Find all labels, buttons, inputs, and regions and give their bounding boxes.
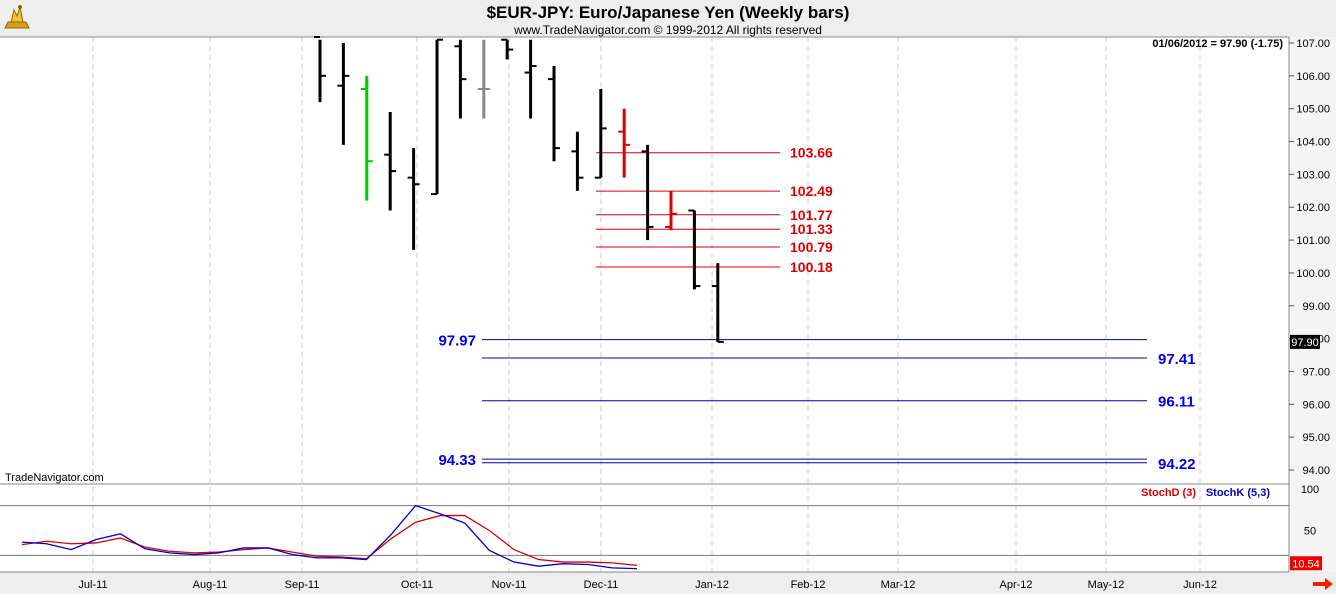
month-tick-label: Sep-11 — [285, 579, 320, 591]
price-tick-label: 95.00 — [1302, 432, 1330, 444]
resistance-label: 100.79 — [790, 239, 833, 255]
chart-subtitle: www.TradeNavigator.com © 1999-2012 All r… — [513, 23, 822, 37]
tradenavigator-logo-icon — [4, 5, 30, 29]
current-price-tag-bg — [1290, 334, 1320, 349]
month-tick-label: Feb-12 — [791, 579, 826, 591]
price-tick-label: 99.00 — [1302, 301, 1330, 313]
stochk-line — [21, 504, 638, 570]
month-tick-label: May-12 — [1088, 579, 1125, 591]
price-tick-label: 103.00 — [1296, 169, 1330, 181]
header-bar — [0, 0, 1336, 37]
resistance-label: 102.49 — [790, 183, 833, 199]
chart-title: $EUR-JPY: Euro/Japanese Yen (Weekly bars… — [487, 3, 850, 22]
price-tick-label: 96.00 — [1302, 399, 1330, 411]
price-readout: 01/06/2012 = 97.90 (-1.75) — [1152, 38, 1283, 50]
resistance-label: 101.33 — [790, 221, 833, 237]
price-tick-label: 102.00 — [1296, 202, 1330, 214]
bars-layer — [314, 36, 724, 343]
price-tick-label: 107.00 — [1296, 38, 1330, 50]
legend-stochk: StochK (5,3) — [1206, 487, 1271, 499]
resistance-label: 100.18 — [790, 259, 833, 275]
month-tick-label: Jun-12 — [1183, 579, 1217, 591]
price-tick-label: 94.00 — [1302, 465, 1330, 477]
axis-layer: Jul-11 Aug-11 Sep-11 Oct-11 Nov-11 Dec-11 Jan-… — [78, 38, 1330, 591]
date-axis-bg — [0, 572, 1336, 594]
current-price-tag: 97.90 — [1291, 337, 1319, 349]
scroll-right-button[interactable] — [1311, 576, 1335, 592]
price-tick-label: 97.00 — [1302, 366, 1330, 378]
stoch-tick-label: 100 — [1301, 484, 1319, 496]
price-tick-label: 101.00 — [1296, 235, 1330, 247]
stochd-line — [21, 514, 638, 567]
month-tick-label: Jan-12 — [695, 579, 729, 591]
month-tick-label: Mar-12 — [881, 579, 916, 591]
grid-layer — [92, 37, 1201, 572]
month-tick-label: Dec-11 — [584, 579, 619, 591]
resistance-label: 103.66 — [790, 145, 833, 161]
support-label: 94.22 — [1158, 456, 1196, 473]
support-label: 97.97 — [438, 333, 476, 350]
price-axis-bg — [1289, 37, 1336, 487]
support-label: 97.41 — [1158, 351, 1196, 368]
price-tick-label: 100.00 — [1296, 268, 1330, 280]
month-tick-label: Nov-11 — [492, 579, 527, 591]
price-tick-label: 106.00 — [1296, 71, 1330, 83]
month-tick-label: Jul-11 — [78, 579, 107, 591]
legend-stochd: StochD (3) — [1141, 487, 1196, 499]
price-tick-label: 104.00 — [1296, 137, 1330, 149]
month-tick-label: Oct-11 — [401, 579, 433, 591]
arrow-right-icon[interactable] — [1313, 578, 1333, 590]
stoch-tick-label: 50 — [1304, 526, 1316, 538]
watermark-label: TradeNavigator.com — [5, 472, 104, 484]
support-label: 94.33 — [438, 452, 476, 469]
price-tick-label: 105.00 — [1296, 104, 1330, 116]
stoch-tag: 10.54 — [1292, 558, 1320, 570]
stoch-tag-bg — [1290, 556, 1322, 571]
stoch-layer — [0, 504, 1289, 570]
month-tick-label: Apr-12 — [999, 579, 1032, 591]
resistance-label: 101.77 — [790, 207, 833, 223]
support-label: 96.11 — [1158, 394, 1195, 411]
month-tick-label: Aug-11 — [193, 579, 228, 591]
